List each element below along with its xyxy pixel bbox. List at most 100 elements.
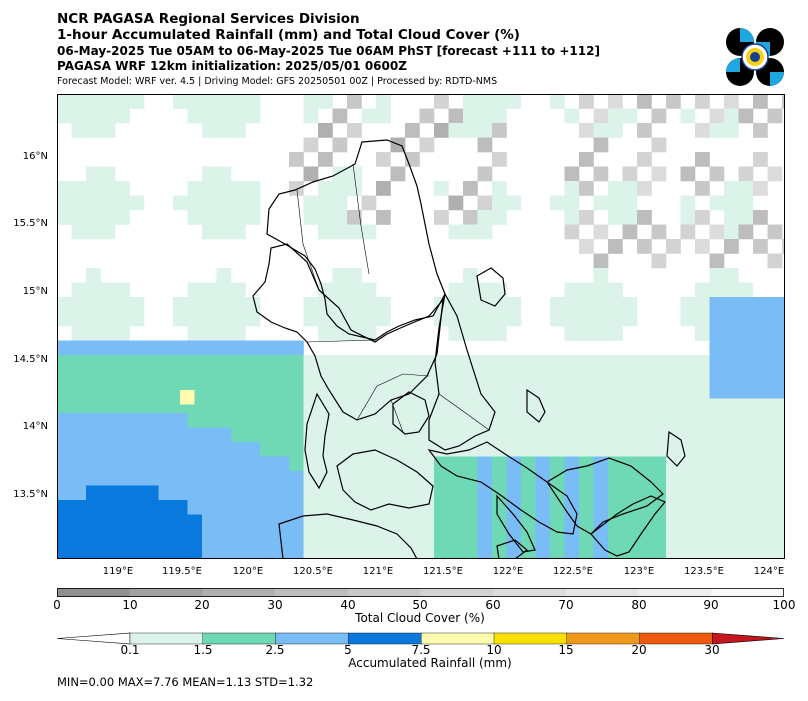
grid-cell (260, 384, 275, 399)
grid-cell (637, 239, 652, 254)
lon-tick-label: 119.5°E (162, 566, 202, 577)
grid-cell (477, 427, 493, 443)
grid-cell (477, 471, 493, 486)
grid-cell (535, 500, 551, 515)
grid-cell (361, 500, 377, 515)
grid-cell (521, 427, 536, 443)
grid-cell (651, 413, 667, 428)
grid-cell (332, 529, 348, 544)
grid-cell (332, 427, 348, 443)
grid-cell (86, 282, 101, 298)
grid-cell (463, 413, 478, 428)
grid-cell (608, 529, 623, 544)
grid-cell (419, 500, 435, 515)
grid-cell (71, 282, 87, 298)
grid-cell (608, 369, 623, 385)
grid-cell (202, 210, 217, 225)
grid-cell (564, 195, 580, 211)
grid-cell (57, 297, 72, 312)
grid-cell (115, 181, 130, 196)
grid-cell (260, 456, 275, 472)
grid-cell (666, 94, 681, 109)
grid-cell (680, 442, 696, 457)
grid-cell (448, 195, 464, 211)
grid-cell (245, 181, 261, 196)
grid-cell (492, 369, 507, 385)
lon-tick-label: 123.5°E (684, 566, 724, 577)
cloud-colorbar-segment (711, 588, 784, 597)
grid-cell (738, 282, 754, 298)
grid-cell (724, 311, 739, 327)
grid-cell (274, 500, 290, 515)
grid-cell (187, 195, 203, 211)
grid-cell (86, 355, 101, 370)
rainfall-cloud-map (57, 94, 785, 559)
rain-tick-label: 15 (558, 643, 574, 657)
grid-cell (550, 456, 565, 472)
rain-tick-label: 10 (486, 643, 502, 657)
grid-cell (245, 311, 261, 327)
grid-cell (332, 413, 348, 428)
catanduanes (666, 430, 686, 467)
grid-cell (187, 311, 203, 327)
grid-cell (506, 543, 522, 559)
grid-cell (71, 195, 87, 211)
grid-cell (115, 195, 130, 211)
grid-cell (680, 413, 696, 428)
grid-cell (347, 485, 362, 501)
grid-cell (86, 210, 101, 225)
grid-cell (579, 326, 594, 341)
grid-cell (71, 94, 87, 109)
grid-cell (144, 456, 159, 472)
grid-cell (129, 514, 145, 530)
grid-cell (173, 369, 188, 385)
grid-cell (579, 311, 594, 327)
grid-cell (144, 514, 159, 530)
quezon-province (428, 292, 496, 451)
grid-cell (187, 529, 203, 544)
grid-cell (100, 166, 116, 182)
grid-cell (158, 413, 174, 428)
grid-cell (622, 311, 638, 327)
grid-cell (361, 282, 377, 298)
grid-cell (202, 94, 217, 109)
grid-cell (71, 369, 87, 385)
coastlines (252, 139, 686, 559)
grid-cell (434, 123, 449, 138)
grid-cell (57, 384, 72, 399)
grid-cell (289, 355, 304, 370)
grid-cell (303, 166, 319, 182)
grid-cell (651, 529, 667, 544)
grid-cell (724, 355, 739, 370)
grid-cell (158, 340, 174, 356)
bondoc-peninsula (496, 494, 536, 553)
grid-cell (564, 543, 580, 559)
grid-cell (767, 166, 783, 182)
grid-cell (405, 369, 420, 385)
grid-cell (477, 195, 493, 211)
grid-cell (332, 282, 348, 298)
grid-cell (86, 543, 101, 559)
rain-tick-label: 1.5 (193, 643, 213, 657)
grid-cell (144, 384, 159, 399)
grid-cell (782, 413, 785, 428)
grid-cell (434, 471, 449, 486)
grid-cell (100, 514, 116, 530)
grid-cell (448, 326, 464, 341)
grid-cell (709, 253, 725, 269)
grid-cell (216, 471, 232, 486)
grid-cell (492, 500, 507, 515)
grid-cell (550, 94, 565, 109)
grid-cell (318, 152, 333, 167)
grid-cell (477, 543, 493, 559)
grid-cell (448, 384, 464, 399)
grid-cell (86, 398, 101, 414)
grid-cell (318, 210, 333, 225)
grid-cell (709, 369, 725, 385)
grid-cell (579, 442, 594, 457)
grid-cell (680, 500, 696, 515)
grid-cell (187, 340, 203, 356)
cloud-tick-label: 0 (53, 598, 61, 612)
grid-cell (506, 195, 522, 211)
grid-cell (492, 123, 507, 138)
